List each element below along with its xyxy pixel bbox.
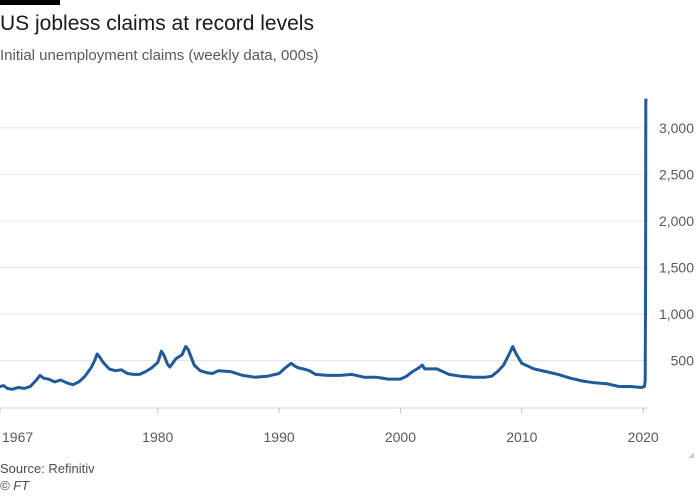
- resize-corner-icon: [688, 452, 694, 458]
- source-note: Source: Refinitiv: [0, 461, 95, 476]
- x-tick-label: 2020: [628, 429, 659, 445]
- y-tick-label: 2,500: [659, 166, 694, 182]
- brand-bar: [0, 0, 60, 5]
- y-tick-label: 1,500: [659, 259, 694, 275]
- series-line-initial-claims: [0, 98, 648, 391]
- x-tick-label: 2010: [506, 429, 537, 445]
- credit-note: © FT: [0, 478, 30, 493]
- y-axis: 500 1,000 1,500 2,000 2,500 3,000: [659, 120, 694, 369]
- x-axis: 1967 1980 1990 2000 2010 2020: [0, 408, 659, 445]
- y-tick-label: 1,000: [659, 306, 694, 322]
- y-tick-label: 2,000: [659, 213, 694, 229]
- x-tick-label: 1980: [142, 429, 173, 445]
- x-tick-label: 1967: [2, 429, 33, 445]
- chart-subtitle: Initial unemployment claims (weekly data…: [0, 47, 319, 64]
- chart-area: 500 1,000 1,500 2,000 2,500 3,000 1967 1980 199…: [0, 98, 694, 445]
- y-tick-label: 500: [671, 352, 695, 368]
- chart-title: US jobless claims at record levels: [0, 12, 314, 35]
- x-tick-label: 1990: [264, 429, 295, 445]
- y-tick-label: 3,000: [659, 120, 694, 136]
- x-tick-label: 2000: [385, 429, 416, 445]
- grid-lines: [0, 127, 648, 409]
